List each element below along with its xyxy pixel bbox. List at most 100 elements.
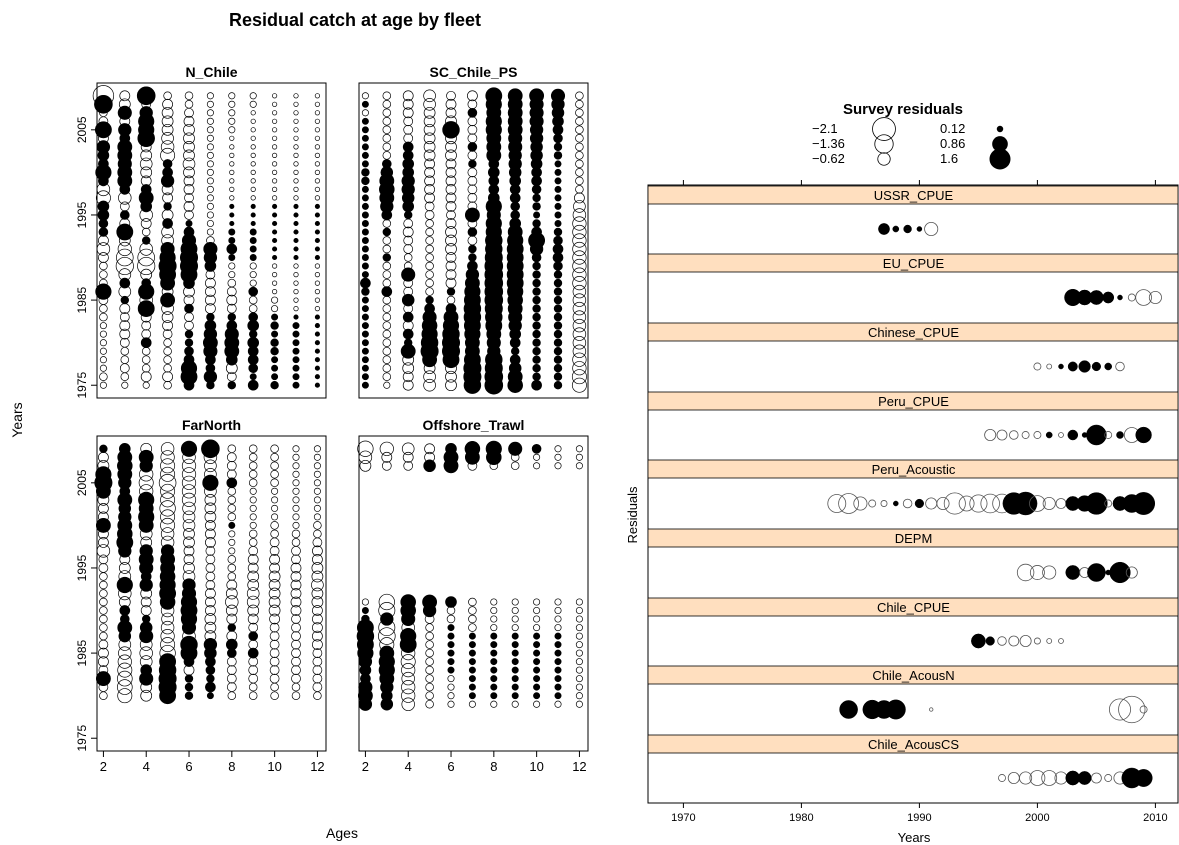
residual-bubble — [532, 321, 541, 330]
residual-bubble — [249, 237, 257, 244]
strip-header — [647, 253, 1179, 273]
residual-bubble — [382, 329, 392, 339]
residual-bubble — [445, 234, 457, 247]
residual-bubble — [361, 339, 369, 347]
residual-bubble — [401, 697, 415, 711]
residual-bubble — [575, 453, 583, 461]
survey-panel: Chile_AcousN — [647, 665, 1179, 724]
survey-bubble — [1104, 362, 1112, 371]
residual-bubble — [293, 161, 299, 167]
residual-bubble — [96, 182, 111, 197]
residual-bubble — [99, 606, 108, 615]
x-tick-label: 2010 — [1143, 812, 1167, 824]
residual-bubble — [575, 185, 584, 194]
residual-bubble — [404, 210, 413, 220]
residual-bubble — [228, 100, 236, 108]
residual-bubble — [247, 604, 260, 617]
residual-bubble — [118, 646, 132, 660]
survey-bubble — [985, 636, 995, 646]
residual-bubble — [572, 258, 587, 274]
residual-bubble — [510, 201, 521, 212]
residual-bubble — [467, 184, 478, 195]
residual-bubble — [293, 246, 299, 252]
residual-bubble — [163, 363, 172, 373]
residual-bubble — [99, 347, 107, 355]
residual-bubble — [402, 200, 415, 213]
residual-bubble — [183, 123, 195, 136]
residual-bubble — [293, 169, 299, 175]
residual-bubble — [447, 666, 455, 674]
residual-bubble — [424, 192, 435, 204]
survey-bubble — [1029, 495, 1046, 512]
residual-bubble — [361, 211, 369, 219]
residual-bubble — [248, 691, 258, 700]
residual-bubble — [533, 658, 541, 666]
residual-bubble — [446, 210, 456, 220]
residual-bubble — [115, 256, 134, 276]
survey-bubble — [1118, 695, 1146, 724]
residual-bubble — [554, 624, 562, 632]
residual-bubble — [361, 305, 369, 313]
residual-bubble — [181, 492, 197, 507]
residual-bubble — [510, 461, 520, 471]
x-tick-label: 8 — [228, 759, 235, 774]
residual-bubble — [161, 106, 174, 119]
residual-bubble — [95, 671, 111, 687]
residual-bubble — [118, 234, 131, 247]
residual-bubble — [270, 347, 279, 356]
residual-bubble — [532, 304, 541, 313]
y-tick-label: 2005 — [75, 469, 89, 496]
residual-bubble — [424, 443, 435, 455]
residual-bubble — [272, 280, 278, 286]
residual-bubble — [99, 364, 107, 372]
residual-bubble — [249, 228, 257, 236]
residual-bubble — [314, 161, 320, 167]
residual-bubble — [401, 442, 415, 456]
residual-bubble — [572, 208, 587, 222]
residual-bubble — [269, 631, 280, 641]
strip-label: EU_CPUE — [883, 256, 945, 271]
residual-bubble — [272, 169, 278, 175]
residual-bubble — [141, 227, 151, 237]
residual-bubble — [163, 91, 172, 101]
residual-bubble — [292, 521, 300, 529]
residual-bubble — [572, 335, 587, 350]
residual-bubble — [575, 683, 583, 691]
residual-bubble — [98, 235, 109, 246]
residual-bubble — [139, 671, 154, 686]
residual-bubble — [312, 630, 323, 642]
residual-bubble — [575, 624, 583, 632]
residual-bubble — [272, 254, 278, 261]
residual-bubble — [271, 487, 279, 495]
residual-bubble — [272, 93, 278, 99]
residual-bubble — [490, 606, 498, 615]
residual-bubble — [95, 517, 111, 533]
strip-header — [647, 597, 1179, 617]
residual-bubble — [184, 91, 194, 101]
residual-bubble — [402, 353, 415, 366]
survey-bubble — [1009, 430, 1019, 440]
residual-bubble — [226, 665, 237, 675]
residual-bubble — [511, 649, 519, 657]
residual-bubble — [402, 90, 414, 102]
residual-bubble — [533, 462, 541, 470]
survey-bubble — [958, 495, 975, 512]
residual-bubble — [314, 101, 320, 107]
residual-bubble — [250, 152, 256, 158]
residual-bubble — [141, 363, 151, 373]
residual-bubble — [314, 186, 320, 192]
residual-bubble — [423, 459, 436, 473]
residual-bubble — [140, 337, 152, 349]
residual-bubble — [206, 228, 214, 236]
residual-bubble — [313, 513, 321, 521]
residual-bubble — [312, 665, 323, 675]
residual-bubble — [314, 272, 320, 278]
residual-bubble — [314, 212, 320, 218]
residual-bubble — [139, 467, 154, 482]
residual-bubble — [575, 641, 583, 649]
years-axis-label: Years — [898, 830, 931, 845]
residual-bubble — [553, 364, 563, 373]
residual-bubble — [293, 101, 299, 107]
residual-bubble — [272, 220, 278, 227]
residual-bubble — [313, 521, 322, 530]
